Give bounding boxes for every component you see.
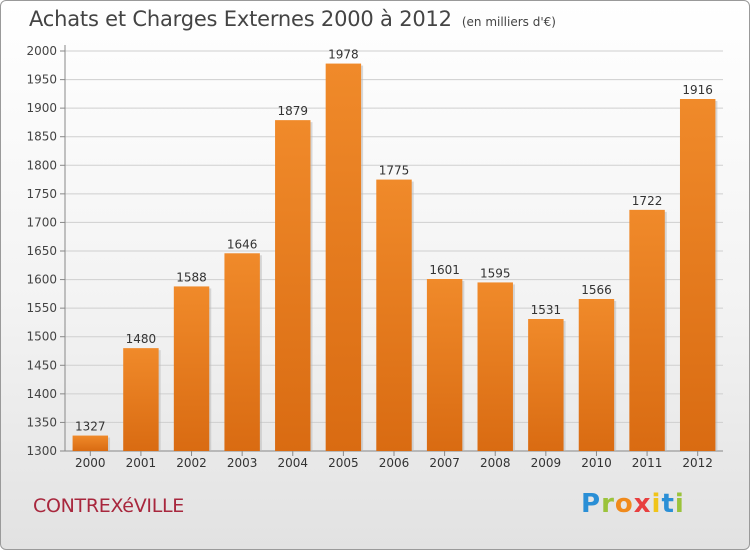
bar-value-label: 1327 xyxy=(75,420,106,434)
y-tick-label: 1500 xyxy=(26,330,57,344)
chart-title-block: Achats et Charges Externes 2000 à 2012 (e… xyxy=(29,7,556,31)
logo-letter: o xyxy=(614,489,634,519)
commune-name: CONTREXéVILLE xyxy=(33,495,184,517)
y-tick-label: 1350 xyxy=(26,415,57,429)
y-tick-label: 2000 xyxy=(26,44,57,58)
bar xyxy=(376,179,412,452)
bar-value-label: 1588 xyxy=(176,270,207,284)
bar xyxy=(325,63,362,451)
x-tick-label: 2004 xyxy=(277,456,308,470)
bar xyxy=(72,435,109,451)
logo-letter: t xyxy=(661,489,675,519)
y-tick-label: 1850 xyxy=(26,130,57,144)
chart-unit: (en milliers d'€) xyxy=(461,15,556,29)
y-tick-label: 1300 xyxy=(26,444,57,458)
logo-letter: i xyxy=(651,489,662,519)
y-tick-label: 1700 xyxy=(26,215,57,229)
logo-letter: P xyxy=(581,489,602,519)
y-tick-label: 1750 xyxy=(26,187,57,201)
x-tick-label: 2009 xyxy=(531,456,562,470)
y-tick-label: 1900 xyxy=(26,101,57,115)
bar xyxy=(629,209,665,451)
x-tick-label: 2011 xyxy=(632,456,663,470)
logo-letter: i xyxy=(674,489,685,519)
bar xyxy=(578,299,615,451)
x-tick-label: 2001 xyxy=(126,456,157,470)
x-tick-label: 2008 xyxy=(480,456,511,470)
y-tick-label: 1400 xyxy=(26,387,57,401)
proxiti-logo: Proxiti xyxy=(581,489,685,519)
bar-value-label: 1879 xyxy=(277,104,308,118)
x-tick-label: 2003 xyxy=(227,456,258,470)
bar xyxy=(224,253,260,451)
y-tick-label: 1650 xyxy=(26,244,57,258)
x-tick-label: 2010 xyxy=(581,456,612,470)
y-tick-label: 1950 xyxy=(26,73,57,87)
bar-value-label: 1566 xyxy=(581,283,612,297)
x-tick-label: 2012 xyxy=(682,456,713,470)
logo-letter: x xyxy=(633,489,652,519)
chart-title: Achats et Charges Externes 2000 à 2012 xyxy=(29,7,452,31)
bar-value-label: 1775 xyxy=(379,164,410,178)
x-tick-label: 2006 xyxy=(379,456,410,470)
bar xyxy=(528,319,564,451)
bar-value-label: 1722 xyxy=(632,194,663,208)
x-tick-label: 2007 xyxy=(429,456,460,470)
bar xyxy=(679,99,716,451)
y-tick-label: 1450 xyxy=(26,358,57,372)
logo-letter: r xyxy=(601,489,615,519)
bar xyxy=(275,120,311,452)
bar-value-label: 1646 xyxy=(227,237,258,251)
bar xyxy=(173,286,210,451)
bar-value-label: 1601 xyxy=(429,263,460,277)
bar-value-label: 1916 xyxy=(682,83,713,97)
bar-value-label: 1595 xyxy=(480,266,511,280)
bar xyxy=(477,282,513,451)
x-tick-label: 2000 xyxy=(75,456,106,470)
bar xyxy=(123,348,159,451)
bar-value-label: 1531 xyxy=(531,303,562,317)
y-tick-label: 1800 xyxy=(26,158,57,172)
y-tick-label: 1600 xyxy=(26,273,57,287)
bar-value-label: 1978 xyxy=(328,48,359,62)
x-tick-label: 2005 xyxy=(328,456,359,470)
x-tick-label: 2002 xyxy=(176,456,207,470)
y-tick-label: 1550 xyxy=(26,301,57,315)
bar-value-label: 1480 xyxy=(126,332,157,346)
bar xyxy=(426,279,463,451)
